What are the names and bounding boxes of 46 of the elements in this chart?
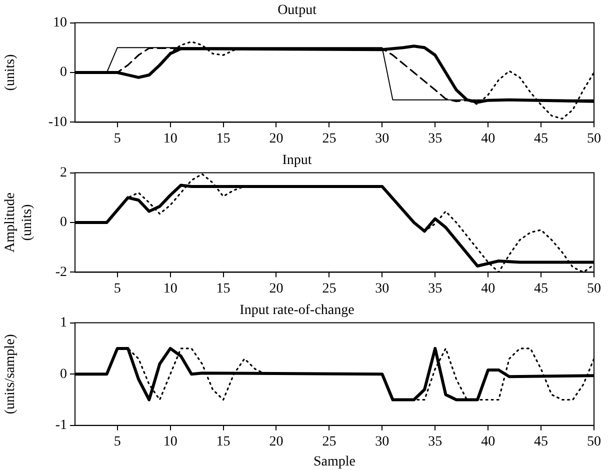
x-tick-label: 40 [481,281,496,296]
x-tick-label: 15 [216,131,230,146]
x-tick-label: 10 [163,131,178,146]
x-tick-label: 30 [375,281,390,296]
x-tick-label: 50 [587,131,601,146]
x-tick-label: 40 [481,131,496,146]
y-tick-label: 2 [60,165,67,180]
chart-title: Input rate-of-change [240,303,354,318]
x-tick-label: 40 [481,434,496,450]
x-tick-label: 30 [375,131,390,146]
y-tick-label: -2 [55,264,67,280]
x-tick-label: 5 [114,281,121,296]
x-tick-label: 5 [114,434,121,450]
x-tick-label: 20 [269,434,284,450]
x-tick-label: 45 [534,434,548,450]
x-tick-label: 35 [428,434,442,450]
y-axis-title: Amplitude (units) [3,192,35,252]
x-tick-label: 35 [428,131,442,146]
y-tick-label: 1 [60,315,67,330]
chart-title: Output [278,3,317,18]
x-tick-label: 15 [216,281,230,296]
y-tick-label: -1 [55,418,67,434]
x-tick-label: 20 [269,281,284,296]
x-tick-label: 45 [534,131,548,146]
x-tick-label: 20 [269,131,284,146]
x-tick-label: 30 [375,434,390,450]
y-tick-label: 10 [53,15,67,30]
y-tick-label: 0 [60,366,67,382]
chart-title: Input [282,153,312,168]
y-tick-label: -10 [48,114,67,130]
y-axis-title: (units/sample) [3,334,18,414]
x-tick-label: 25 [322,281,336,296]
x-tick-label: 10 [163,281,178,296]
x-tick-label: 5 [114,131,121,146]
x-tick-label: 35 [428,281,442,296]
x-tick-label: 50 [587,281,601,296]
x-tick-label: 15 [216,434,230,450]
y-axis-title: (units) [3,54,18,91]
x-tick-label: 25 [322,434,336,450]
x-tick-label: 25 [322,131,336,146]
y-tick-label: 0 [60,65,67,80]
x-tick-label: 10 [163,434,178,450]
x-tick-label: 50 [587,434,601,450]
y-tick-label: 0 [60,215,67,230]
x-axis-title: Sample [314,454,356,470]
x-tick-label: 45 [534,281,548,296]
